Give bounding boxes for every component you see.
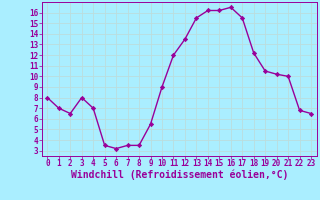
X-axis label: Windchill (Refroidissement éolien,°C): Windchill (Refroidissement éolien,°C) (70, 170, 288, 180)
